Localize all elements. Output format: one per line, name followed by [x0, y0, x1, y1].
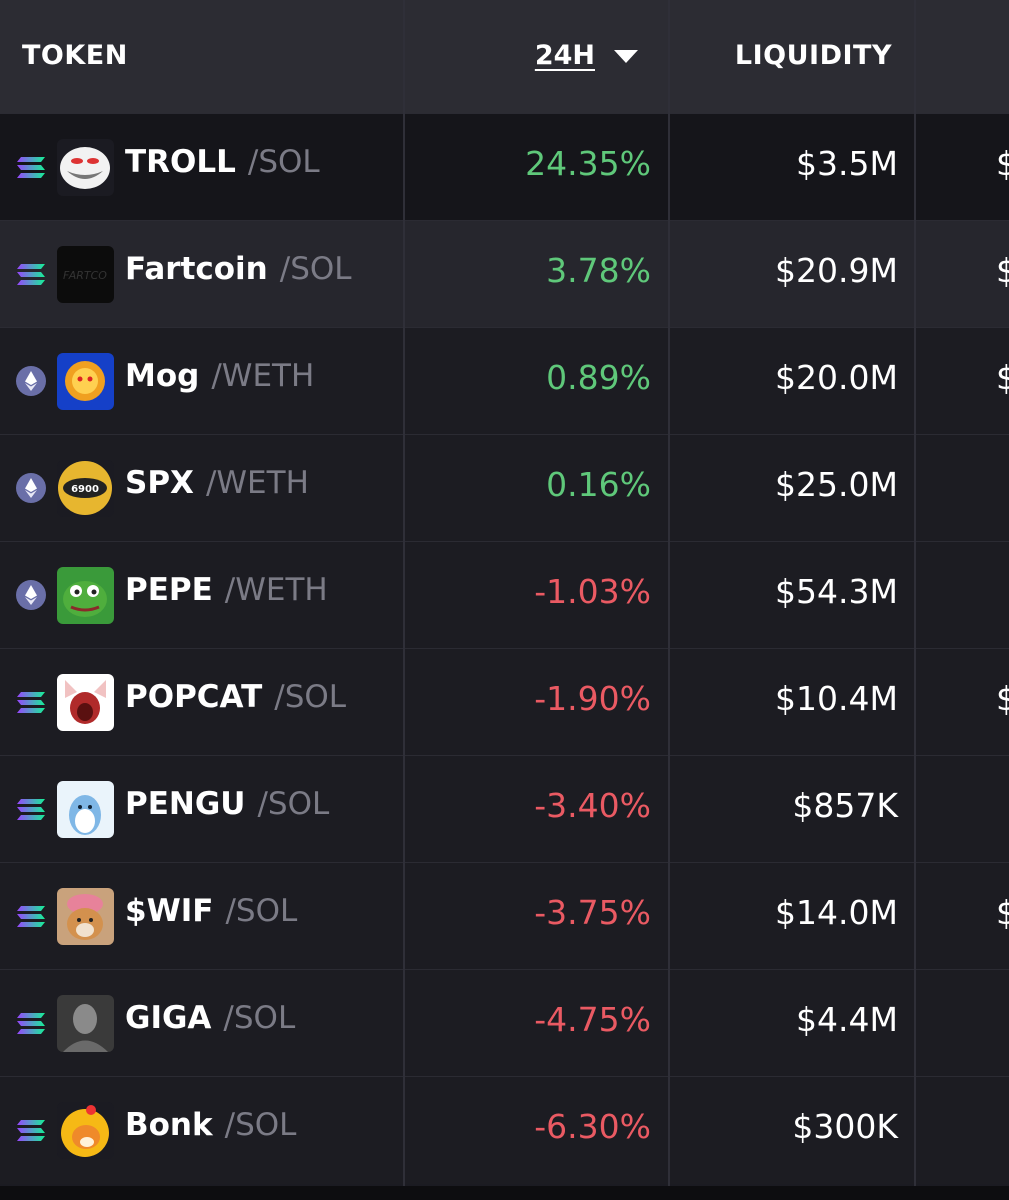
liquidity-value: $54.3M [775, 572, 898, 611]
ethereum-icon [15, 579, 47, 611]
column-divider [403, 0, 405, 1186]
table-row[interactable]: Bonk/SOL -6.30% $300K [0, 1076, 1009, 1184]
token-symbol-text: PENGU [125, 786, 246, 822]
column-header-24h[interactable]: 24H [534, 40, 595, 71]
bonk-dog-logo [57, 1102, 114, 1159]
ethereum-icon [15, 472, 47, 504]
change-24h: -4.75% [534, 1000, 651, 1039]
dogwifhat-logo [57, 888, 114, 945]
token-symbol[interactable]: POPCAT/SOL [125, 679, 346, 715]
token-symbol-text: TROLL [125, 144, 236, 180]
table-row[interactable]: TROLL/SOL 24.35% $3.5M $ [0, 113, 1009, 221]
quote-pair: /SOL [247, 144, 320, 180]
change-24h: -1.03% [534, 572, 651, 611]
table-row[interactable]: GIGA/SOL -4.75% $4.4M [0, 969, 1009, 1077]
table-header: TOKEN 24H LIQUIDITY [0, 0, 1009, 114]
liquidity-value: $4.4M [796, 1000, 898, 1039]
clipped-next-column: $ [996, 679, 1009, 718]
token-symbol[interactable]: GIGA/SOL [125, 1000, 295, 1036]
token-symbol[interactable]: SPX/WETH [125, 465, 309, 501]
gigachad-logo [57, 995, 114, 1052]
popcat-logo [57, 674, 114, 731]
column-divider [914, 0, 916, 1186]
quote-pair: /SOL [257, 786, 330, 822]
pengu-penguin-logo [57, 781, 114, 838]
troll-face-logo [57, 139, 114, 196]
token-symbol-text: SPX [125, 465, 194, 501]
table-row[interactable]: PENGU/SOL -3.40% $857K [0, 755, 1009, 863]
pepe-frog-logo [57, 567, 114, 624]
token-symbol-text: PEPE [125, 572, 213, 608]
clipped-next-column: $ [996, 144, 1009, 183]
sort-caret-down-icon[interactable] [614, 50, 638, 63]
change-24h: 0.16% [546, 465, 651, 504]
change-24h: -3.40% [534, 786, 651, 825]
solana-icon [15, 793, 47, 825]
token-symbol-text: Bonk [125, 1107, 213, 1143]
quote-pair: /SOL [223, 1000, 296, 1036]
quote-pair: /SOL [279, 251, 352, 287]
token-symbol[interactable]: PEPE/WETH [125, 572, 328, 608]
solana-icon [15, 258, 47, 290]
change-24h: 0.89% [546, 358, 651, 397]
column-header-liquidity[interactable]: LIQUIDITY [734, 40, 892, 71]
token-symbol[interactable]: Mog/WETH [125, 358, 314, 394]
solana-icon [15, 1114, 47, 1146]
token-symbol-text: GIGA [125, 1000, 212, 1036]
liquidity-value: $20.9M [775, 251, 898, 290]
quote-pair: /SOL [224, 1107, 297, 1143]
liquidity-value: $3.5M [796, 144, 898, 183]
table-row[interactable]: FARTCO Fartcoin/SOL 3.78% $20.9M $ [0, 220, 1009, 328]
clipped-next-column: $ [996, 251, 1009, 290]
token-symbol-text: Fartcoin [125, 251, 268, 287]
clipped-next-column: $ [996, 358, 1009, 397]
liquidity-value: $10.4M [775, 679, 898, 718]
svg-text:FARTCO: FARTCO [63, 269, 107, 282]
token-symbol-text: POPCAT [125, 679, 263, 715]
change-24h: -1.90% [534, 679, 651, 718]
token-symbol[interactable]: $WIF/SOL [125, 893, 297, 929]
solana-icon [15, 151, 47, 183]
table-row[interactable]: $WIF/SOL -3.75% $14.0M $ [0, 862, 1009, 970]
token-symbol[interactable]: Bonk/SOL [125, 1107, 296, 1143]
spx6900-coin-logo: 6900 [57, 460, 114, 517]
ethereum-icon [15, 365, 47, 397]
svg-text:6900: 6900 [71, 484, 99, 495]
table-row[interactable]: Mog/WETH 0.89% $20.0M $ [0, 327, 1009, 435]
table-row[interactable]: POPCAT/SOL -1.90% $10.4M $ [0, 648, 1009, 756]
liquidity-value: $25.0M [775, 465, 898, 504]
table-row[interactable]: 6900 SPX/WETH 0.16% $25.0M [0, 434, 1009, 542]
column-divider [668, 0, 670, 1186]
solana-icon [15, 686, 47, 718]
mog-cat-logo [57, 353, 114, 410]
change-24h: 3.78% [546, 251, 651, 290]
token-symbol[interactable]: Fartcoin/SOL [125, 251, 352, 287]
quote-pair: /WETH [211, 358, 315, 394]
solana-icon [15, 1007, 47, 1039]
clipped-next-column: $ [996, 893, 1009, 932]
change-24h: -6.30% [534, 1107, 651, 1146]
liquidity-value: $14.0M [775, 893, 898, 932]
liquidity-value: $300K [792, 1107, 898, 1146]
table-row[interactable]: PEPE/WETH -1.03% $54.3M [0, 541, 1009, 649]
token-symbol[interactable]: TROLL/SOL [125, 144, 320, 180]
liquidity-value: $20.0M [775, 358, 898, 397]
liquidity-value: $857K [792, 786, 898, 825]
quote-pair: /WETH [205, 465, 309, 501]
quote-pair: /SOL [274, 679, 347, 715]
solana-icon [15, 900, 47, 932]
token-symbol-text: $WIF [125, 893, 214, 929]
change-24h: -3.75% [534, 893, 651, 932]
token-symbol[interactable]: PENGU/SOL [125, 786, 329, 822]
bottom-edge [0, 1186, 1009, 1200]
change-24h: 24.35% [525, 144, 651, 183]
fartcoin-logo: FARTCO [57, 246, 114, 303]
token-symbol-text: Mog [125, 358, 200, 394]
column-header-token[interactable]: TOKEN [22, 40, 128, 71]
quote-pair: /SOL [225, 893, 298, 929]
quote-pair: /WETH [224, 572, 328, 608]
